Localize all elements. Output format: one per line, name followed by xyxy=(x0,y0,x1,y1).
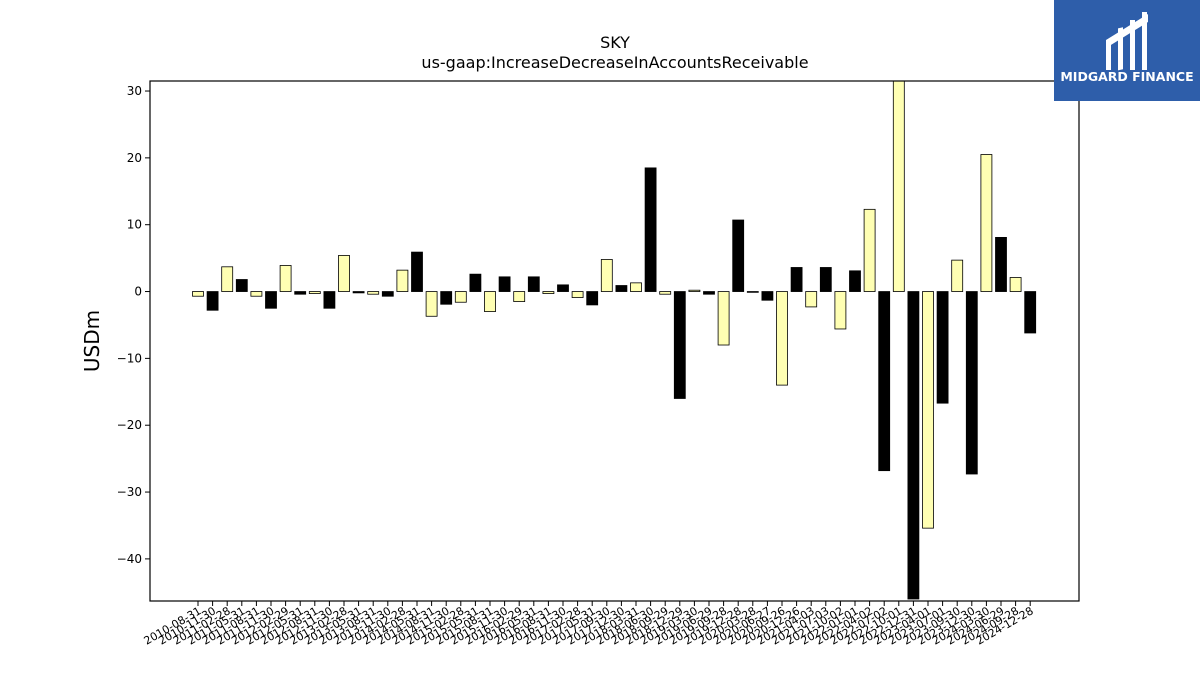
bar-2023-12-30 xyxy=(965,291,978,475)
bar-2018-09-29 xyxy=(659,291,672,295)
bar-2024-09-28 xyxy=(1009,277,1022,292)
bar-2020-06-27 xyxy=(761,291,774,301)
bar-2011-02-28 xyxy=(221,266,234,292)
x-axis: 2010-08-312010-11-302011-02-282011-05-31… xyxy=(142,601,1036,648)
bar-2017-09-30 xyxy=(600,259,613,292)
bar-2013-11-30 xyxy=(381,291,394,297)
bar-2021-10-02 xyxy=(834,291,847,330)
y-tick-label: 30 xyxy=(127,84,142,98)
bars-group xyxy=(192,80,1037,600)
y-tick-label: −30 xyxy=(117,485,142,499)
bar-2015-02-28 xyxy=(454,291,467,303)
bar-2019-12-28 xyxy=(732,219,745,292)
y-tick-label: 20 xyxy=(127,151,142,165)
plot-frame xyxy=(149,80,1080,602)
bar-2016-11-30 xyxy=(557,284,569,292)
chart-title: SKY xyxy=(600,33,630,52)
bar-2019-03-30 xyxy=(688,289,701,292)
bar-2012-05-31 xyxy=(294,291,307,295)
bar-2011-08-31 xyxy=(250,291,263,297)
chart-subtitle: us-gaap:IncreaseDecreaseInAccountsReceiv… xyxy=(421,53,808,72)
bar-2022-10-01 xyxy=(892,80,905,292)
y-tick-label: −10 xyxy=(117,351,142,365)
bar-2020-09-26 xyxy=(776,291,788,386)
bar-2014-05-31 xyxy=(411,251,423,292)
bar-2017-12-30 xyxy=(615,285,628,292)
bar-2013-05-31 xyxy=(352,291,365,294)
bar-2019-06-29 xyxy=(703,291,715,295)
bar-2022-01-01 xyxy=(849,270,861,292)
bar-2012-08-31 xyxy=(308,291,321,294)
bar-2018-06-30 xyxy=(644,167,657,292)
bar-2015-08-31 xyxy=(484,291,496,312)
bar-2021-04-03 xyxy=(805,291,818,308)
bar-2017-02-28 xyxy=(571,291,584,298)
bar-2015-05-31 xyxy=(469,273,482,292)
bar-2023-04-01 xyxy=(922,291,934,529)
bar-2022-12-31 xyxy=(907,291,920,600)
y-axis: −40 −30 −20 −10 0 10 20 30 xyxy=(117,84,150,566)
bar-2013-08-31 xyxy=(367,291,380,295)
bar-2020-03-28 xyxy=(746,291,759,293)
bar-2011-05-31 xyxy=(235,279,248,292)
bar-2015-11-30 xyxy=(498,276,511,292)
bar-2016-08-31 xyxy=(542,291,555,294)
y-tick-label: −20 xyxy=(117,418,142,432)
bar-2018-12-29 xyxy=(673,291,686,399)
bar-2013-02-28 xyxy=(338,255,350,292)
logo-background xyxy=(1054,0,1200,101)
bar-2016-05-31 xyxy=(527,276,540,292)
bar-2023-07-01 xyxy=(936,291,949,404)
logo-text: MIDGARD FINANCE xyxy=(1060,69,1193,84)
bar-2017-05-31 xyxy=(586,291,599,306)
bar-2016-02-29 xyxy=(513,291,526,302)
bar-2022-04-02 xyxy=(863,208,876,292)
bar-2024-06-29 xyxy=(995,236,1007,292)
y-axis-label: USDm xyxy=(80,310,104,372)
bar-2011-11-30 xyxy=(265,291,277,309)
bar-2020-12-26 xyxy=(790,267,803,292)
bar-2012-11-30 xyxy=(323,291,336,309)
bar-2021-07-03 xyxy=(819,267,832,292)
bar-2014-11-30 xyxy=(440,291,453,305)
bar-2024-03-30 xyxy=(980,154,993,292)
bar-2010-08-31 xyxy=(192,291,204,297)
bar-2018-03-31 xyxy=(630,282,642,292)
bar-2010-11-30 xyxy=(206,291,219,311)
y-tick-label: −40 xyxy=(117,552,142,566)
y-tick-label: 0 xyxy=(134,285,142,299)
y-tick-label: 10 xyxy=(127,218,142,232)
bar-2022-07-02 xyxy=(878,291,891,472)
bar-2024-12-28 xyxy=(1024,291,1037,334)
logo-mark-icon xyxy=(1106,12,1148,71)
bar-2014-08-31 xyxy=(425,291,438,317)
bar-2019-09-28 xyxy=(717,291,730,346)
bar-2012-02-29 xyxy=(279,265,292,292)
bar-2023-09-30 xyxy=(951,259,964,292)
midgard-finance-logo: MIDGARD FINANCE xyxy=(1054,0,1200,101)
bar-2014-02-28 xyxy=(396,269,409,292)
